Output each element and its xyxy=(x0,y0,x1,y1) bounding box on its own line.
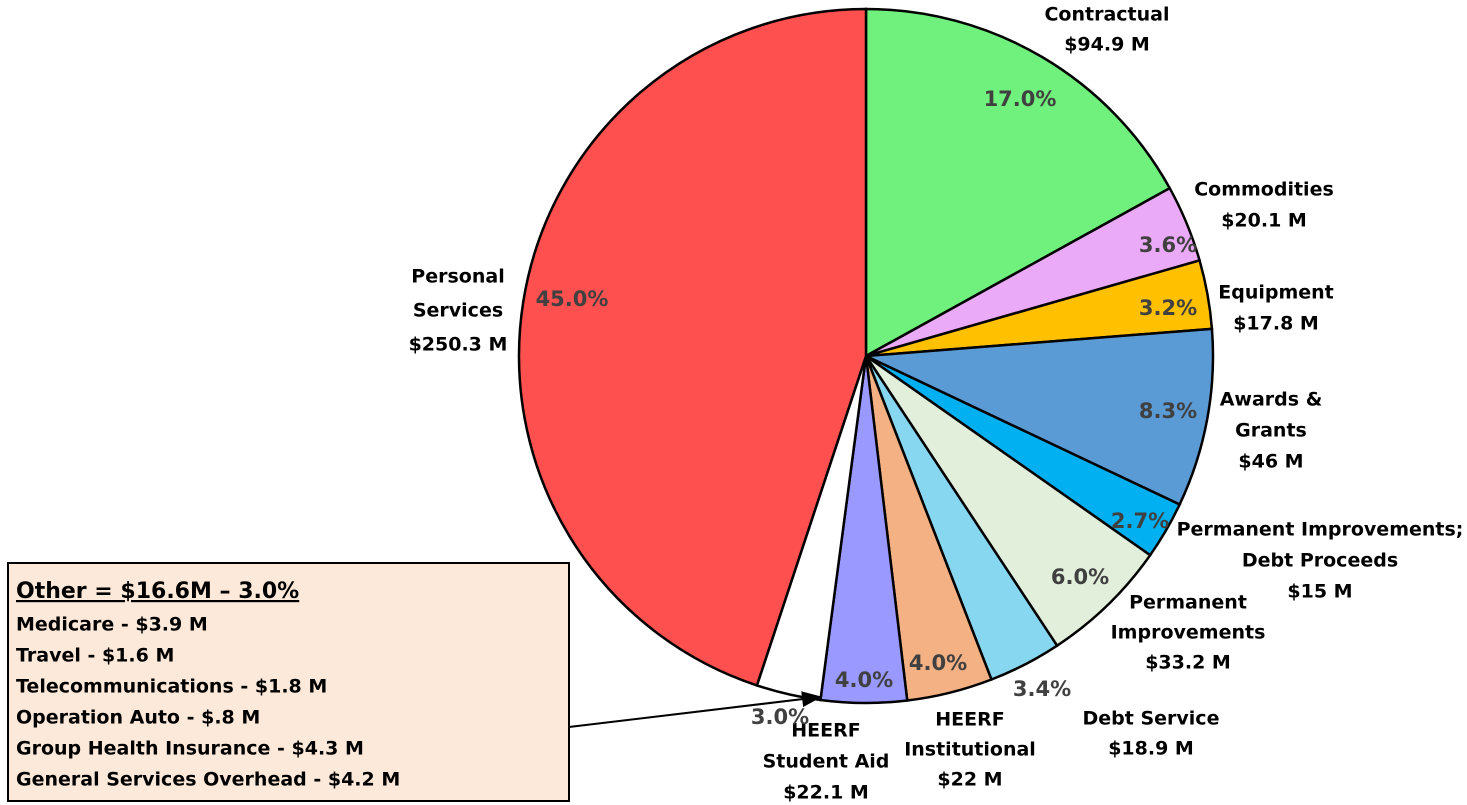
other-arrow xyxy=(568,691,822,728)
other-item: Group Health Insurance - $4.3 M xyxy=(16,738,364,760)
category-label: Grants xyxy=(1235,420,1307,442)
category-label: Permanent xyxy=(1129,592,1247,614)
amount-label: $33.2 M xyxy=(1145,652,1231,674)
pie-slice xyxy=(864,354,1152,648)
amount-label: $20.1 M xyxy=(1221,210,1307,232)
other-item: Travel - $1.6 M xyxy=(16,645,174,667)
percent-label: 3.4% xyxy=(1013,677,1071,701)
percent-label: 6.0% xyxy=(1051,565,1109,589)
percent-label: 3.0% xyxy=(751,705,809,729)
category-label: Personal xyxy=(411,266,504,288)
category-label: Equipment xyxy=(1218,282,1334,304)
amount-label: $15 M xyxy=(1287,581,1352,603)
percent-label: 3.2% xyxy=(1139,296,1197,320)
percent-label: 17.0% xyxy=(984,87,1057,111)
category-label: Debt Service xyxy=(1083,708,1220,730)
percent-label: 45.0% xyxy=(536,287,609,311)
category-label: Institutional xyxy=(904,739,1036,761)
category-label: Student Aid xyxy=(763,751,890,773)
amount-label: $46 M xyxy=(1238,451,1303,473)
category-label: Services xyxy=(413,300,503,322)
percent-label: 2.7% xyxy=(1111,509,1169,533)
category-label: Contractual xyxy=(1044,4,1169,26)
other-item: Operation Auto - $.8 M xyxy=(16,707,260,729)
pie-slice xyxy=(861,327,1215,507)
pie-slice xyxy=(864,7,1172,359)
category-label: Improvements xyxy=(1111,622,1266,644)
amount-label: $94.9 M xyxy=(1064,34,1150,56)
percent-label: 8.3% xyxy=(1139,399,1197,423)
category-label: Debt Proceeds xyxy=(1242,550,1398,572)
other-item: General Services Overhead - $4.2 M xyxy=(16,769,400,791)
category-label: HEERF xyxy=(791,720,860,742)
category-label: HEERF xyxy=(935,709,1004,731)
pie xyxy=(517,7,1215,705)
amount-label: $22 M xyxy=(937,769,1002,791)
category-label: Commodities xyxy=(1194,179,1334,201)
amount-label: $22.1 M xyxy=(783,782,869,804)
amount-label: $250.3 M xyxy=(409,334,508,356)
other-box xyxy=(7,562,570,802)
other-item: Telecommunications - $1.8 M xyxy=(16,676,327,698)
percent-label: 4.0% xyxy=(909,651,967,675)
other-title: Other = $16.6M – 3.0% xyxy=(16,579,299,604)
category-label: Awards & xyxy=(1220,389,1323,411)
amount-label: $18.9 M xyxy=(1108,738,1194,760)
other-item: Medicare - $3.9 M xyxy=(16,614,208,636)
pie-slice xyxy=(517,7,868,687)
amount-label: $17.8 M xyxy=(1233,313,1319,335)
category-label: Permanent Improvements; xyxy=(1177,519,1464,541)
percent-label: 3.6% xyxy=(1139,233,1197,257)
percent-label: 4.0% xyxy=(835,668,893,692)
